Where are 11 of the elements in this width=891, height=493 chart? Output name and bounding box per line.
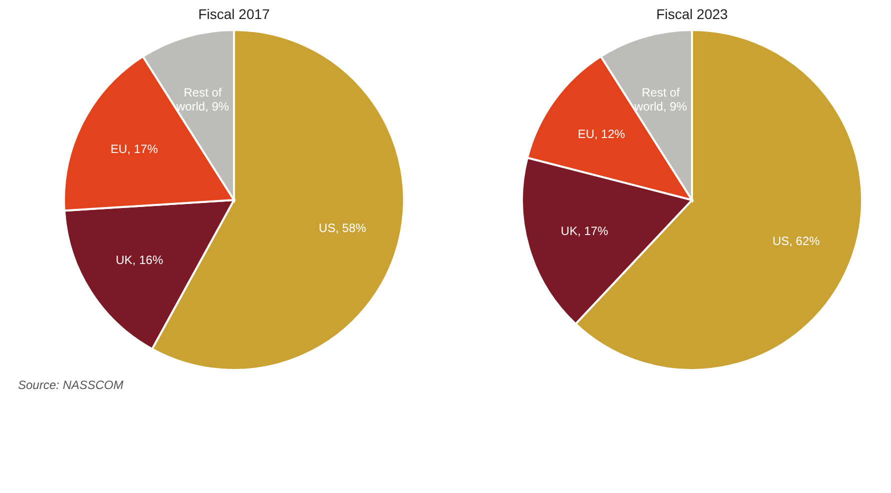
slice-label: Rest of world, 9% <box>633 85 688 114</box>
slice-label: Rest of world, 9% <box>175 85 230 114</box>
slice-label: EU, 12% <box>578 127 626 142</box>
slice-label: EU, 17% <box>110 142 158 156</box>
chart-title: Fiscal 2023 <box>656 6 728 22</box>
slice-label: UK, 16% <box>116 253 164 268</box>
chart-title: Fiscal 2017 <box>198 6 270 22</box>
slice-label: US, 62% <box>772 234 820 248</box>
slice-label: UK, 17% <box>560 224 608 238</box>
slice-label: US, 58% <box>318 220 366 235</box>
source-note: Source: NASSCOM <box>18 378 124 392</box>
